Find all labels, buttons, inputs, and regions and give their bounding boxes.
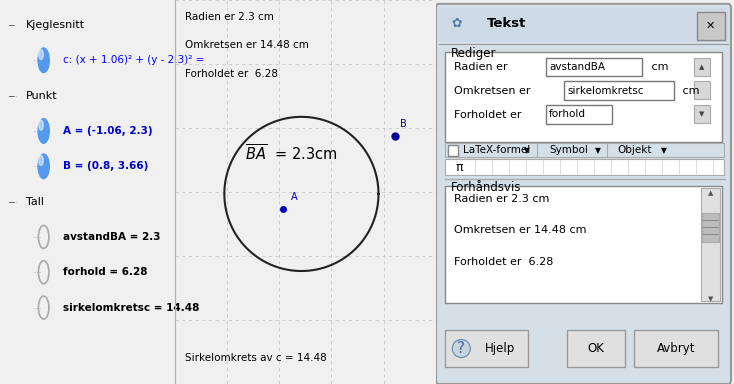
Text: ▲: ▲ <box>699 64 705 70</box>
FancyBboxPatch shape <box>445 144 724 157</box>
Text: ▼: ▼ <box>699 111 705 117</box>
Text: Omkretsen er: Omkretsen er <box>454 86 534 96</box>
Text: sirkelomkretsc = 14.48: sirkelomkretsc = 14.48 <box>63 303 199 313</box>
Text: ✿: ✿ <box>451 17 462 30</box>
Text: avstandBA: avstandBA <box>549 62 606 72</box>
Text: Objekt: Objekt <box>618 145 653 155</box>
Text: Radien er 2.3 cm: Radien er 2.3 cm <box>454 194 549 204</box>
Text: Omkretsen er 14.48 cm: Omkretsen er 14.48 cm <box>185 40 309 50</box>
FancyBboxPatch shape <box>448 145 458 156</box>
FancyBboxPatch shape <box>634 330 718 367</box>
Text: −: − <box>7 20 15 30</box>
Text: Radien er 2.3 cm: Radien er 2.3 cm <box>185 12 274 22</box>
Text: sirkelomkretsc: sirkelomkretsc <box>567 86 644 96</box>
Text: ▲: ▲ <box>708 190 713 196</box>
FancyBboxPatch shape <box>564 81 675 100</box>
Text: A = (-1.06, 2.3): A = (-1.06, 2.3) <box>63 126 153 136</box>
Text: A: A <box>291 192 297 202</box>
Text: Tall: Tall <box>26 197 44 207</box>
Text: B = (0.8, 3.66): B = (0.8, 3.66) <box>63 161 148 171</box>
FancyBboxPatch shape <box>546 105 612 124</box>
Text: −: − <box>7 197 15 206</box>
Text: c: (x + 1.06)² + (y - 2.3)² =: c: (x + 1.06)² + (y - 2.3)² = <box>63 55 204 65</box>
Text: forhold = 6.28: forhold = 6.28 <box>63 267 148 277</box>
FancyBboxPatch shape <box>445 186 722 303</box>
Text: cm: cm <box>679 86 700 96</box>
FancyBboxPatch shape <box>445 159 724 175</box>
FancyBboxPatch shape <box>701 188 720 301</box>
Text: ?: ? <box>457 341 465 356</box>
Text: ▼: ▼ <box>708 296 713 302</box>
FancyBboxPatch shape <box>694 81 711 99</box>
Text: OK: OK <box>588 342 605 355</box>
Text: Radien er: Radien er <box>454 62 511 72</box>
Text: cm: cm <box>647 62 668 72</box>
Circle shape <box>38 154 49 179</box>
FancyBboxPatch shape <box>445 52 722 142</box>
Text: forhold: forhold <box>549 109 586 119</box>
Text: −: − <box>7 91 15 100</box>
Text: Rediger: Rediger <box>451 47 496 60</box>
Text: LaTeX-formel: LaTeX-formel <box>463 145 530 155</box>
Text: Punkt: Punkt <box>26 91 58 101</box>
Text: B: B <box>400 119 407 129</box>
Text: $\overline{BA}$  = 2.3cm: $\overline{BA}$ = 2.3cm <box>245 144 338 164</box>
Text: Forholdet er: Forholdet er <box>454 110 528 120</box>
FancyBboxPatch shape <box>694 105 711 123</box>
Circle shape <box>39 120 43 130</box>
Circle shape <box>39 50 43 60</box>
Text: ▼: ▼ <box>524 146 530 155</box>
Text: Hjelp: Hjelp <box>485 342 515 355</box>
FancyBboxPatch shape <box>436 4 731 384</box>
Circle shape <box>39 156 43 166</box>
Circle shape <box>38 48 49 73</box>
FancyBboxPatch shape <box>445 330 528 367</box>
FancyBboxPatch shape <box>702 213 719 242</box>
Text: avstandBA = 2.3: avstandBA = 2.3 <box>63 232 161 242</box>
Circle shape <box>38 119 49 143</box>
FancyBboxPatch shape <box>567 330 625 367</box>
Text: ▼: ▼ <box>661 146 667 155</box>
FancyBboxPatch shape <box>697 12 725 40</box>
Text: Forhåndsvis: Forhåndsvis <box>451 181 521 194</box>
Text: Tekst: Tekst <box>487 17 526 30</box>
Text: Forholdet er  6.28: Forholdet er 6.28 <box>185 69 278 79</box>
Text: Kjeglesnitt: Kjeglesnitt <box>26 20 85 30</box>
Text: ✕: ✕ <box>706 21 716 31</box>
FancyBboxPatch shape <box>694 58 711 76</box>
Text: Avbryt: Avbryt <box>657 342 695 355</box>
Text: Sirkelomkrets av c = 14.48: Sirkelomkrets av c = 14.48 <box>185 353 327 363</box>
FancyBboxPatch shape <box>439 8 728 42</box>
Text: π: π <box>455 161 463 174</box>
FancyBboxPatch shape <box>546 58 642 76</box>
Text: Symbol: Symbol <box>549 145 588 155</box>
Text: Forholdet er  6.28: Forholdet er 6.28 <box>454 257 553 267</box>
Text: Omkretsen er 14.48 cm: Omkretsen er 14.48 cm <box>454 225 586 235</box>
Text: ▼: ▼ <box>595 146 601 155</box>
